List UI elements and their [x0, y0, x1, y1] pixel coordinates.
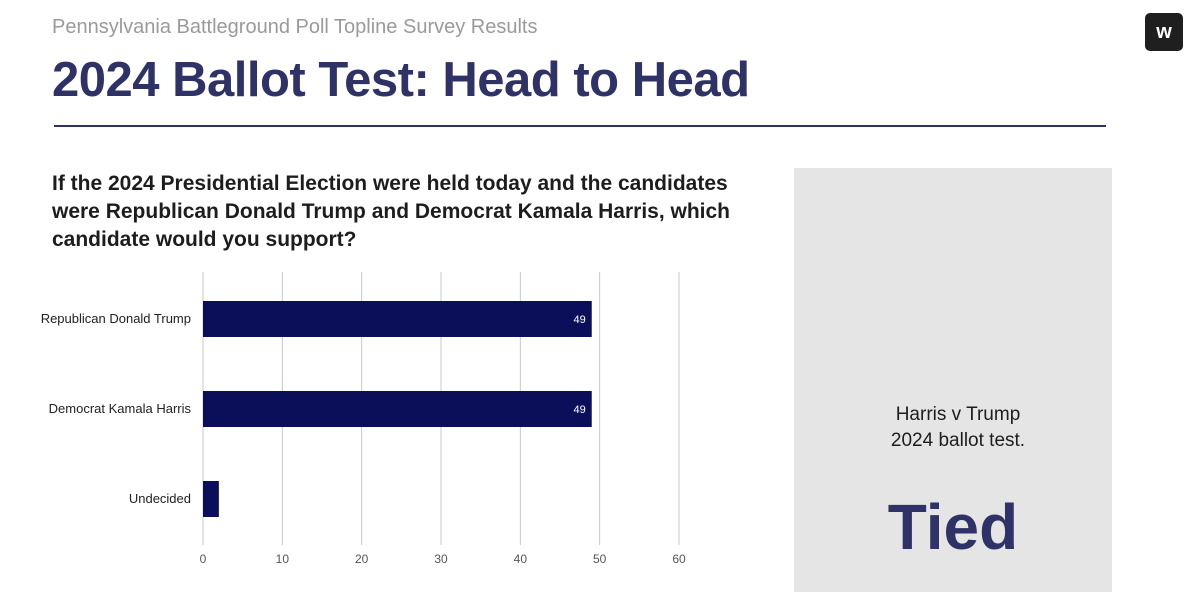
x-tick-label: 10 [276, 552, 290, 566]
category-label: Republican Donald Trump [41, 311, 191, 326]
bar-chart: 0 10 20 30 40 50 60 Republican Donald Trump 49 De… [41, 272, 686, 566]
category-label: Democrat Kamala Harris [49, 401, 192, 416]
callout-description: Harris v Trump 2024 ballot test. [794, 402, 1122, 454]
callout-panel: Tied [794, 168, 1112, 592]
bar [203, 391, 592, 427]
x-tick-label: 60 [672, 552, 686, 566]
data-label: 49 [573, 314, 585, 326]
callout-headline: Tied [887, 491, 1019, 563]
x-tick-label: 20 [355, 552, 369, 566]
bar [203, 301, 592, 337]
data-label: 49 [573, 404, 585, 416]
x-tick-label: 0 [200, 552, 207, 566]
brand-logo-icon[interactable]: w [1145, 13, 1183, 51]
callout-line-2: 2024 ballot test. [890, 430, 1026, 451]
category-label: Undecided [129, 491, 191, 506]
callout-line-1: Harris v Trump [895, 404, 1021, 425]
page-title: 2024 Ballot Test: Head to Head [52, 53, 750, 107]
survey-question: If the 2024 Presidential Election were h… [52, 172, 731, 251]
x-tick-label: 30 [434, 552, 448, 566]
title-divider [54, 125, 1106, 127]
bar [203, 481, 219, 517]
page-subtitle: Pennsylvania Battleground Poll Topline S… [52, 16, 538, 38]
x-tick-label: 40 [514, 552, 528, 566]
x-tick-label: 50 [593, 552, 607, 566]
